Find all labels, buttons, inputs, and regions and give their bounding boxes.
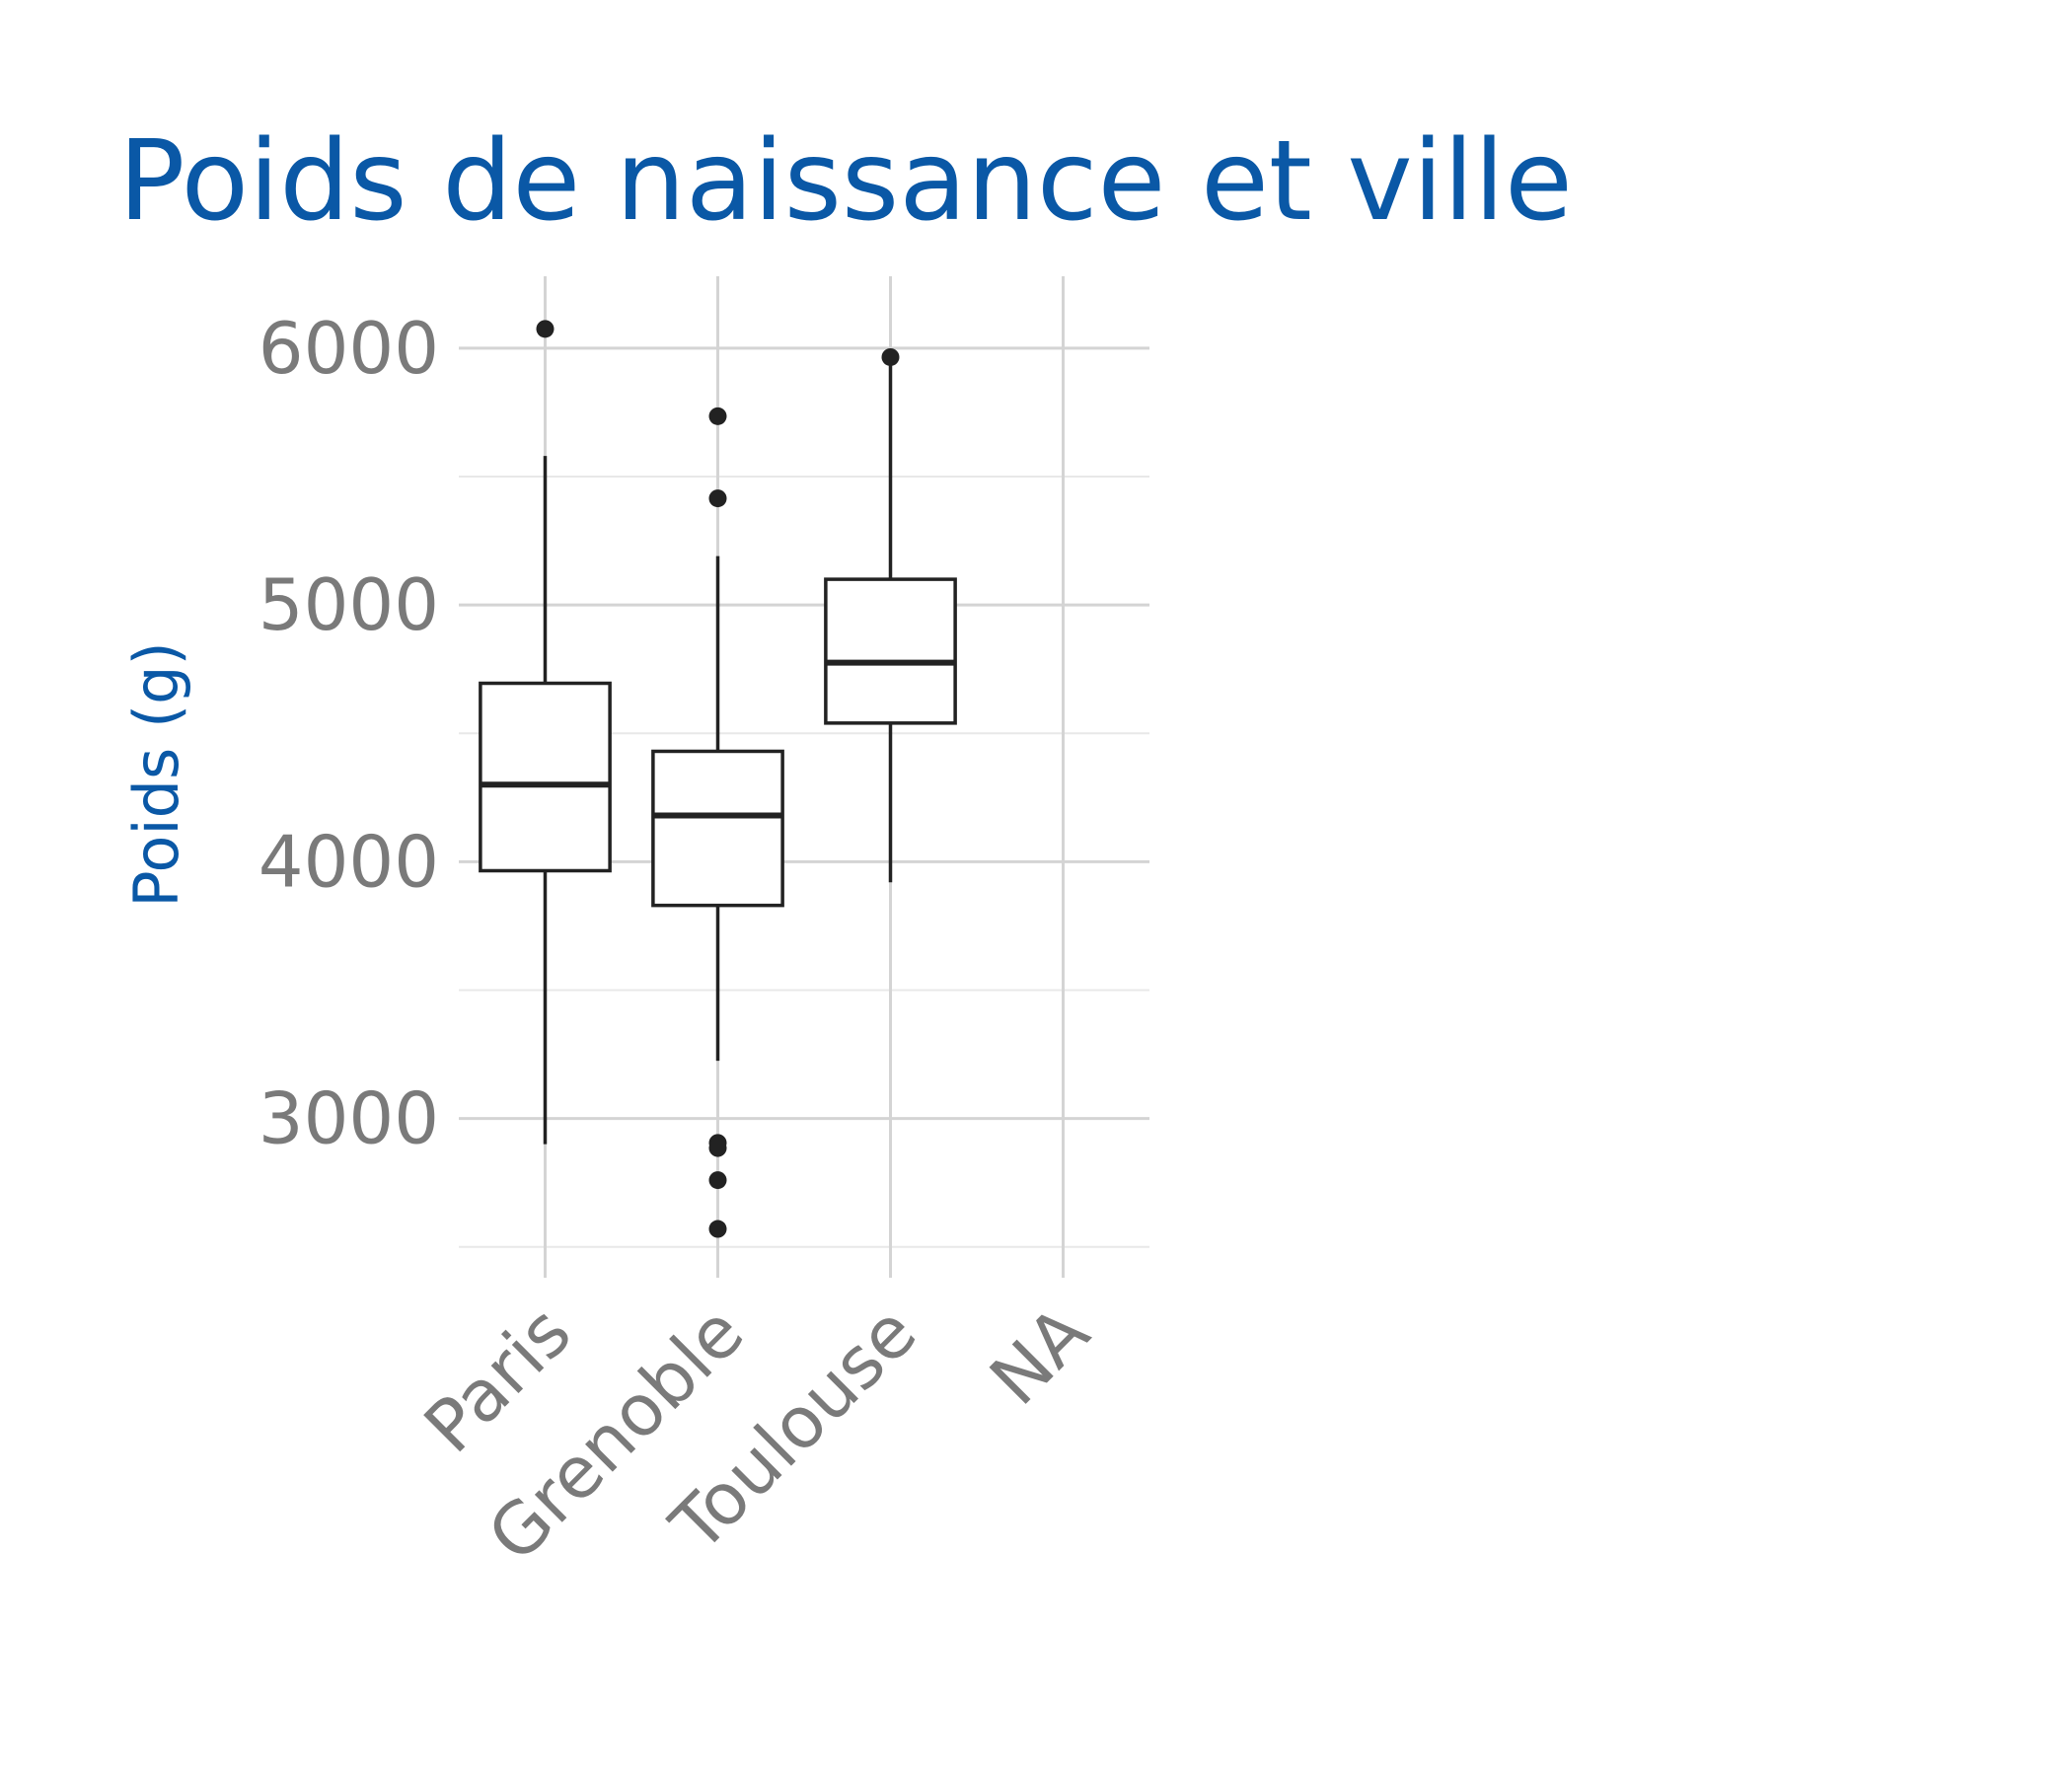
outlier-point [708,1171,727,1190]
y-tick-label: 3000 [259,1077,439,1160]
y-axis-label: Poids (g) [120,641,192,907]
outlier-point [708,407,727,425]
outlier-point [708,1220,727,1238]
y-tick-label: 4000 [259,820,439,903]
box-iqr [479,681,612,873]
box-iqr [651,749,784,908]
box-iqr [824,577,957,725]
marks-layer [479,320,957,1238]
x-tick-label: NA [974,1291,1104,1421]
y-tick-label: 6000 [259,307,439,390]
y-tick-label: 5000 [259,563,439,646]
chart-title: Poids de naissance et ville [118,117,1573,246]
outlier-point [536,320,555,338]
outlier-point [708,489,727,508]
outlier-point [881,347,900,366]
outlier-point [708,1139,727,1157]
